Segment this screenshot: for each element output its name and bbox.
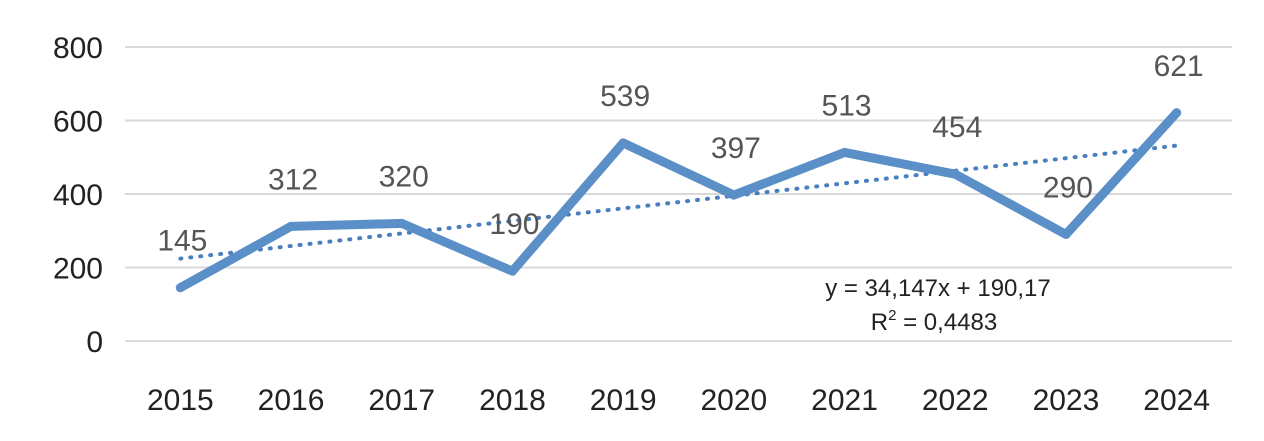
y-tick-label: 200 [53,253,103,286]
data-point [729,190,739,200]
x-tick-label: 2023 [1033,384,1100,417]
y-axis-tick-labels: 0 200 400 600 800 [53,32,103,359]
data-point [840,147,850,157]
x-tick-label: 2015 [147,384,214,417]
data-point [507,266,517,276]
trendline-equation-text: y = 34,147x + 190,17 [825,275,1051,302]
r2-prefix: R [871,309,888,336]
data-label: 145 [157,225,207,258]
data-point [618,138,628,148]
x-tick-label: 2018 [479,384,546,417]
data-point [286,221,296,231]
x-tick-label: 2019 [590,384,657,417]
data-label: 539 [600,80,650,113]
series-line [175,108,1182,293]
trendline [178,143,1179,261]
y-tick-label: 800 [53,32,103,65]
trendline-group [178,143,1179,261]
y-tick-label: 600 [53,106,103,139]
data-label: 397 [711,132,761,165]
r2-value: = 0,4483 [896,309,997,336]
x-tick-label: 2017 [368,384,435,417]
y-tick-label: 400 [53,179,103,212]
data-label: 190 [489,208,539,241]
x-axis-tick-labels: 2015 2016 2017 2018 2019 2020 2021 2022 2023 2024 [147,384,1210,417]
series-group [175,108,1182,293]
data-label: 621 [1154,50,1204,83]
data-labels: 145 312 320 190 539 397 513 454 290 621 [157,50,1203,258]
r2-exponent: 2 [888,307,896,324]
data-label: 290 [1043,171,1093,204]
x-tick-label: 2020 [700,384,767,417]
trendline-r2-text: R2 = 0,4483 [871,307,997,336]
data-point [1061,229,1071,239]
x-tick-label: 2024 [1143,384,1210,417]
x-tick-label: 2022 [922,384,989,417]
data-point [1172,108,1182,118]
data-point [950,169,960,179]
data-point [397,218,407,228]
x-tick-label: 2021 [811,384,878,417]
grid [125,46,1232,342]
data-label: 454 [932,111,982,144]
data-label: 513 [822,89,872,122]
x-tick-label: 2016 [258,384,325,417]
data-label: 312 [268,163,318,196]
data-point [175,283,185,293]
trendline-equation: y = 34,147x + 190,17 R2 = 0,4483 [825,275,1051,336]
y-tick-label: 0 [86,326,103,359]
data-label: 320 [379,160,429,193]
